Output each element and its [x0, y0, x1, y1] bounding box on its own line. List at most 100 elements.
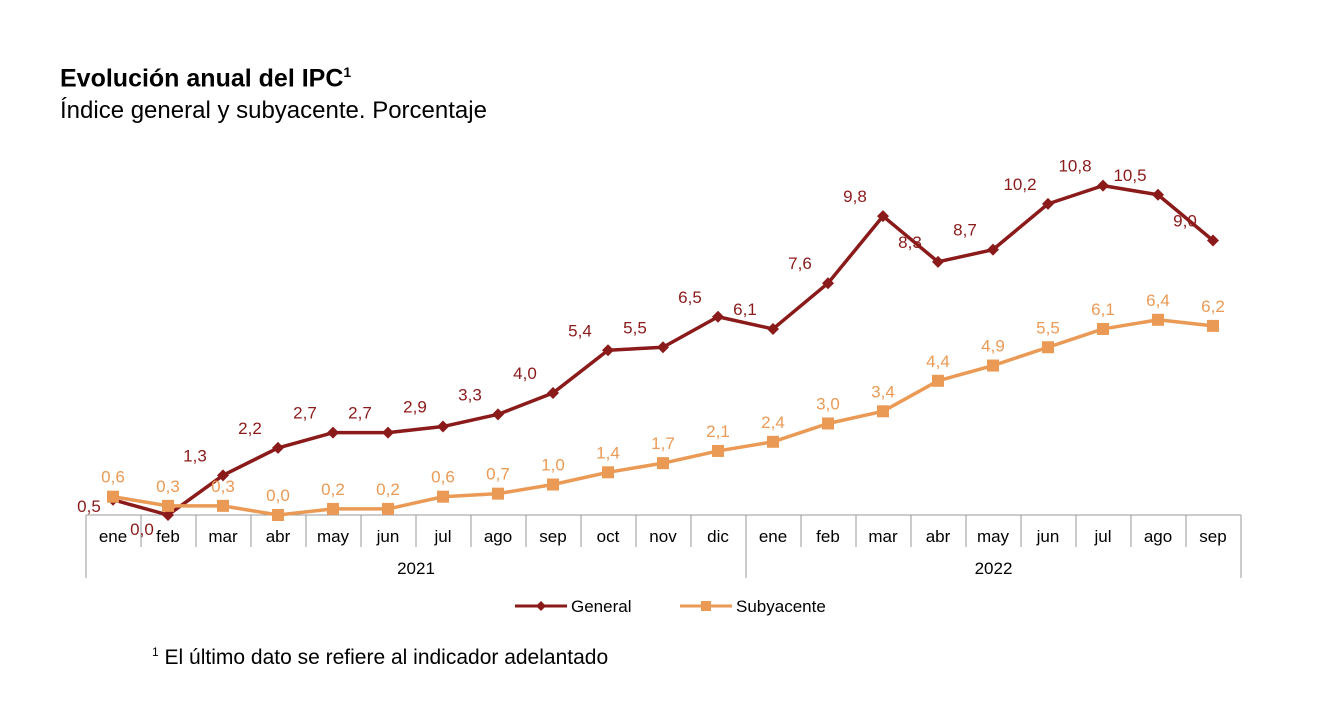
data-point-marker — [1207, 319, 1219, 332]
footnote-text: El último dato se refiere al indicador a… — [164, 646, 609, 669]
data-label: 0,6 — [431, 468, 455, 487]
data-point-marker — [107, 490, 119, 503]
data-label: 2,4 — [761, 413, 785, 432]
data-point-marker — [822, 417, 834, 430]
data-label: 2,7 — [348, 404, 372, 423]
data-label: 6,2 — [1201, 297, 1225, 316]
x-tick-label: may — [317, 527, 350, 546]
data-point-marker — [272, 509, 284, 521]
data-label: 2,2 — [238, 419, 262, 438]
x-tick-label: abr — [266, 527, 291, 546]
data-label: 10,8 — [1058, 157, 1091, 176]
data-point-marker — [822, 277, 834, 290]
footnote: 1 El último dato se refiere al indicador… — [152, 645, 608, 670]
data-point-marker — [602, 466, 614, 479]
data-label: 10,2 — [1003, 175, 1036, 194]
data-label: 4,0 — [513, 364, 537, 383]
data-label: 1,4 — [596, 443, 620, 462]
data-label: 0,0 — [266, 486, 290, 505]
data-point-marker — [1152, 188, 1164, 201]
data-point-marker — [327, 426, 339, 439]
chart-subtitle: Índice general y subyacente. Porcentaje — [60, 97, 487, 124]
data-label: 3,4 — [871, 382, 895, 401]
data-point-marker — [272, 441, 284, 454]
data-point-marker — [217, 499, 229, 512]
data-point-marker — [382, 502, 394, 515]
x-tick-label: sep — [1199, 527, 1226, 546]
data-point-marker — [657, 457, 669, 470]
year-label: 2022 — [975, 559, 1013, 578]
x-tick-label: ago — [484, 527, 512, 546]
x-tick-label: mar — [868, 527, 898, 546]
data-label: 0,0 — [130, 520, 154, 539]
chart-title: Evolución anual del IPC1 — [60, 64, 351, 93]
data-label: 9,8 — [843, 187, 867, 206]
data-point-marker — [327, 502, 339, 515]
data-point-marker — [1097, 179, 1109, 192]
title-footnote-mark: 1 — [343, 64, 352, 80]
data-label: 5,5 — [1036, 318, 1060, 337]
data-label: 3,3 — [458, 385, 482, 404]
data-label: 4,4 — [926, 352, 950, 371]
data-point-marker — [1207, 234, 1219, 247]
data-point-marker — [712, 310, 724, 323]
data-point-marker — [932, 255, 944, 268]
data-label: 0,7 — [486, 465, 510, 484]
data-point-marker — [602, 344, 614, 357]
data-point-marker — [162, 509, 174, 521]
data-point-marker — [492, 487, 504, 500]
x-tick-label: feb — [156, 527, 180, 546]
x-tick-label: jun — [376, 527, 400, 546]
data-point-marker — [547, 478, 559, 491]
footnote-mark: 1 — [152, 645, 159, 659]
x-tick-label: jul — [433, 527, 451, 546]
x-tick-label: feb — [816, 527, 840, 546]
data-point-marker — [877, 210, 889, 223]
data-point-marker — [547, 387, 559, 399]
x-tick-label: ago — [1144, 527, 1172, 546]
legend-label: General — [571, 597, 631, 616]
x-tick-label: sep — [539, 527, 566, 546]
data-label: 1,3 — [183, 446, 207, 465]
data-point-marker — [987, 243, 999, 256]
x-tick-label: ene — [759, 527, 787, 546]
data-point-marker — [1097, 322, 1109, 335]
year-label: 2021 — [397, 559, 435, 578]
data-point-marker — [437, 420, 449, 433]
data-label: 0,3 — [211, 477, 235, 496]
data-label: 0,5 — [77, 497, 101, 516]
data-point-marker — [712, 444, 724, 457]
data-point-marker — [987, 359, 999, 372]
x-tick-label: mar — [208, 527, 238, 546]
data-point-marker — [162, 499, 174, 512]
data-label: 0,2 — [376, 480, 400, 499]
x-tick-label: nov — [649, 527, 677, 546]
data-label: 0,3 — [156, 477, 180, 496]
data-label: 10,5 — [1113, 166, 1146, 185]
data-point-marker — [877, 405, 889, 418]
data-label: 6,5 — [678, 288, 702, 307]
title-text: Evolución anual del IPC — [60, 64, 344, 93]
data-label: 5,4 — [568, 321, 592, 340]
x-tick-label: jun — [1036, 527, 1060, 546]
data-label: 5,5 — [623, 318, 647, 337]
x-tick-label: abr — [926, 527, 951, 546]
data-point-marker — [767, 322, 779, 335]
data-label: 8,7 — [953, 221, 977, 240]
data-label: 6,1 — [733, 300, 757, 319]
data-label: 0,6 — [101, 468, 125, 487]
legend-marker — [701, 601, 711, 611]
legend-label: Subyacente — [736, 597, 826, 616]
x-tick-label: oct — [597, 527, 620, 546]
data-point-marker — [1042, 197, 1054, 210]
data-label: 8,3 — [898, 233, 922, 252]
data-point-marker — [1042, 341, 1054, 354]
data-label: 6,4 — [1146, 291, 1170, 310]
data-point-marker — [492, 408, 504, 421]
data-label: 6,1 — [1091, 300, 1115, 319]
x-tick-label: jul — [1093, 527, 1111, 546]
data-label: 2,7 — [293, 404, 317, 423]
legend-marker — [536, 601, 546, 611]
